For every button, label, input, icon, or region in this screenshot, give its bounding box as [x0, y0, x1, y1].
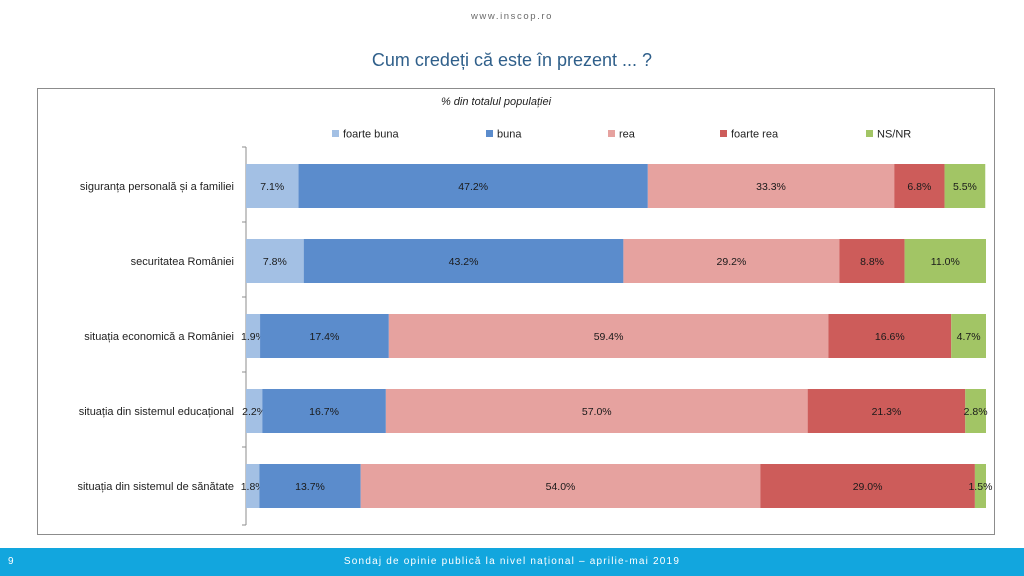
- data-label-1-3: 8.8%: [860, 256, 884, 268]
- bar-2-2: [388, 314, 829, 358]
- bar-4-1: [259, 464, 361, 508]
- legend-label-3: foarte rea: [731, 129, 779, 141]
- data-label-0-0: 7.1%: [260, 181, 284, 193]
- bar-4-2: [360, 464, 761, 508]
- bar-2-0: [246, 314, 261, 358]
- data-label-3-4: 2.8%: [964, 406, 988, 418]
- category-label-0: siguranța personală și a familiei: [80, 181, 234, 193]
- bar-0-1: [298, 164, 648, 208]
- data-label-3-3: 21.3%: [872, 406, 902, 418]
- bar-1-2: [623, 239, 840, 283]
- legend-label-4: NS/NR: [877, 129, 911, 141]
- data-label-2-0: 1.9%: [241, 331, 265, 343]
- footer-bar: 9 Sondaj de opinie publică la nivel nați…: [0, 548, 1024, 576]
- bar-3-4: [965, 389, 986, 433]
- category-label-4: situația din sistemul de sănătate: [77, 481, 234, 493]
- legend-swatch-2: [608, 130, 615, 137]
- bar-0-2: [647, 164, 895, 208]
- data-label-1-0: 7.8%: [263, 256, 287, 268]
- data-label-3-2: 57.0%: [582, 406, 612, 418]
- data-label-4-1: 13.7%: [295, 481, 325, 493]
- bar-2-4: [951, 314, 986, 358]
- data-label-4-2: 54.0%: [546, 481, 576, 493]
- data-label-3-0: 2.2%: [242, 406, 266, 418]
- data-label-4-3: 29.0%: [853, 481, 883, 493]
- legend-label-0: foarte buna: [343, 129, 400, 141]
- data-label-1-4: 11.0%: [931, 256, 960, 268]
- legend-swatch-0: [332, 130, 339, 137]
- legend-swatch-1: [486, 130, 493, 137]
- bar-4-4: [974, 464, 986, 508]
- legend-swatch-4: [866, 130, 873, 137]
- bar-3-2: [385, 389, 808, 433]
- data-label-1-2: 29.2%: [717, 256, 747, 268]
- chart-frame: % din totalul populației foarte buna buna r…: [37, 88, 995, 535]
- bar-0-4: [944, 164, 986, 208]
- site-url: www.inscop.ro: [470, 11, 554, 22]
- data-label-0-1: 47.2%: [458, 181, 488, 193]
- category-label-2: situația economică a României: [84, 331, 234, 343]
- data-label-2-1: 17.4%: [310, 331, 340, 343]
- page-number: 9: [8, 556, 14, 567]
- bar-4-3: [760, 464, 975, 508]
- bar-1-4: [904, 239, 986, 283]
- legend-label-2: rea: [619, 129, 636, 141]
- bar-1-1: [303, 239, 624, 283]
- stacked-bar-chart: % din totalul populației foarte buna buna r…: [77, 96, 992, 526]
- chart-subtitle: % din totalul populației: [441, 96, 552, 108]
- bar-0-0: [246, 164, 299, 208]
- category-label-1: securitatea României: [131, 256, 234, 268]
- bar-4-0: [246, 464, 260, 508]
- data-label-0-4: 5.5%: [953, 181, 977, 193]
- bar-0-3: [894, 164, 945, 208]
- legend-label-1: buna: [497, 129, 522, 141]
- bar-3-1: [262, 389, 386, 433]
- data-label-0-3: 6.8%: [907, 181, 931, 193]
- data-label-2-4: 4.7%: [957, 331, 981, 343]
- bar-2-1: [260, 314, 389, 358]
- data-label-4-0: 1.8%: [241, 481, 265, 493]
- data-label-0-2: 33.3%: [756, 181, 786, 193]
- bar-2-3: [828, 314, 952, 358]
- bar-3-3: [807, 389, 966, 433]
- bar-1-0: [246, 239, 304, 283]
- data-label-2-2: 59.4%: [594, 331, 624, 343]
- footer-text: Sondaj de opinie publică la nivel națion…: [343, 556, 681, 567]
- category-label-3: situația din sistemul educațional: [79, 406, 234, 418]
- legend-swatch-3: [720, 130, 727, 137]
- data-label-3-1: 16.7%: [309, 406, 339, 418]
- data-label-2-3: 16.6%: [875, 331, 905, 343]
- slide-title: Cum credeți că este în prezent ... ?: [371, 50, 653, 70]
- bar-1-3: [839, 239, 905, 283]
- bar-3-0: [246, 389, 263, 433]
- data-label-4-4: 1.5%: [968, 481, 992, 493]
- data-label-1-1: 43.2%: [449, 256, 479, 268]
